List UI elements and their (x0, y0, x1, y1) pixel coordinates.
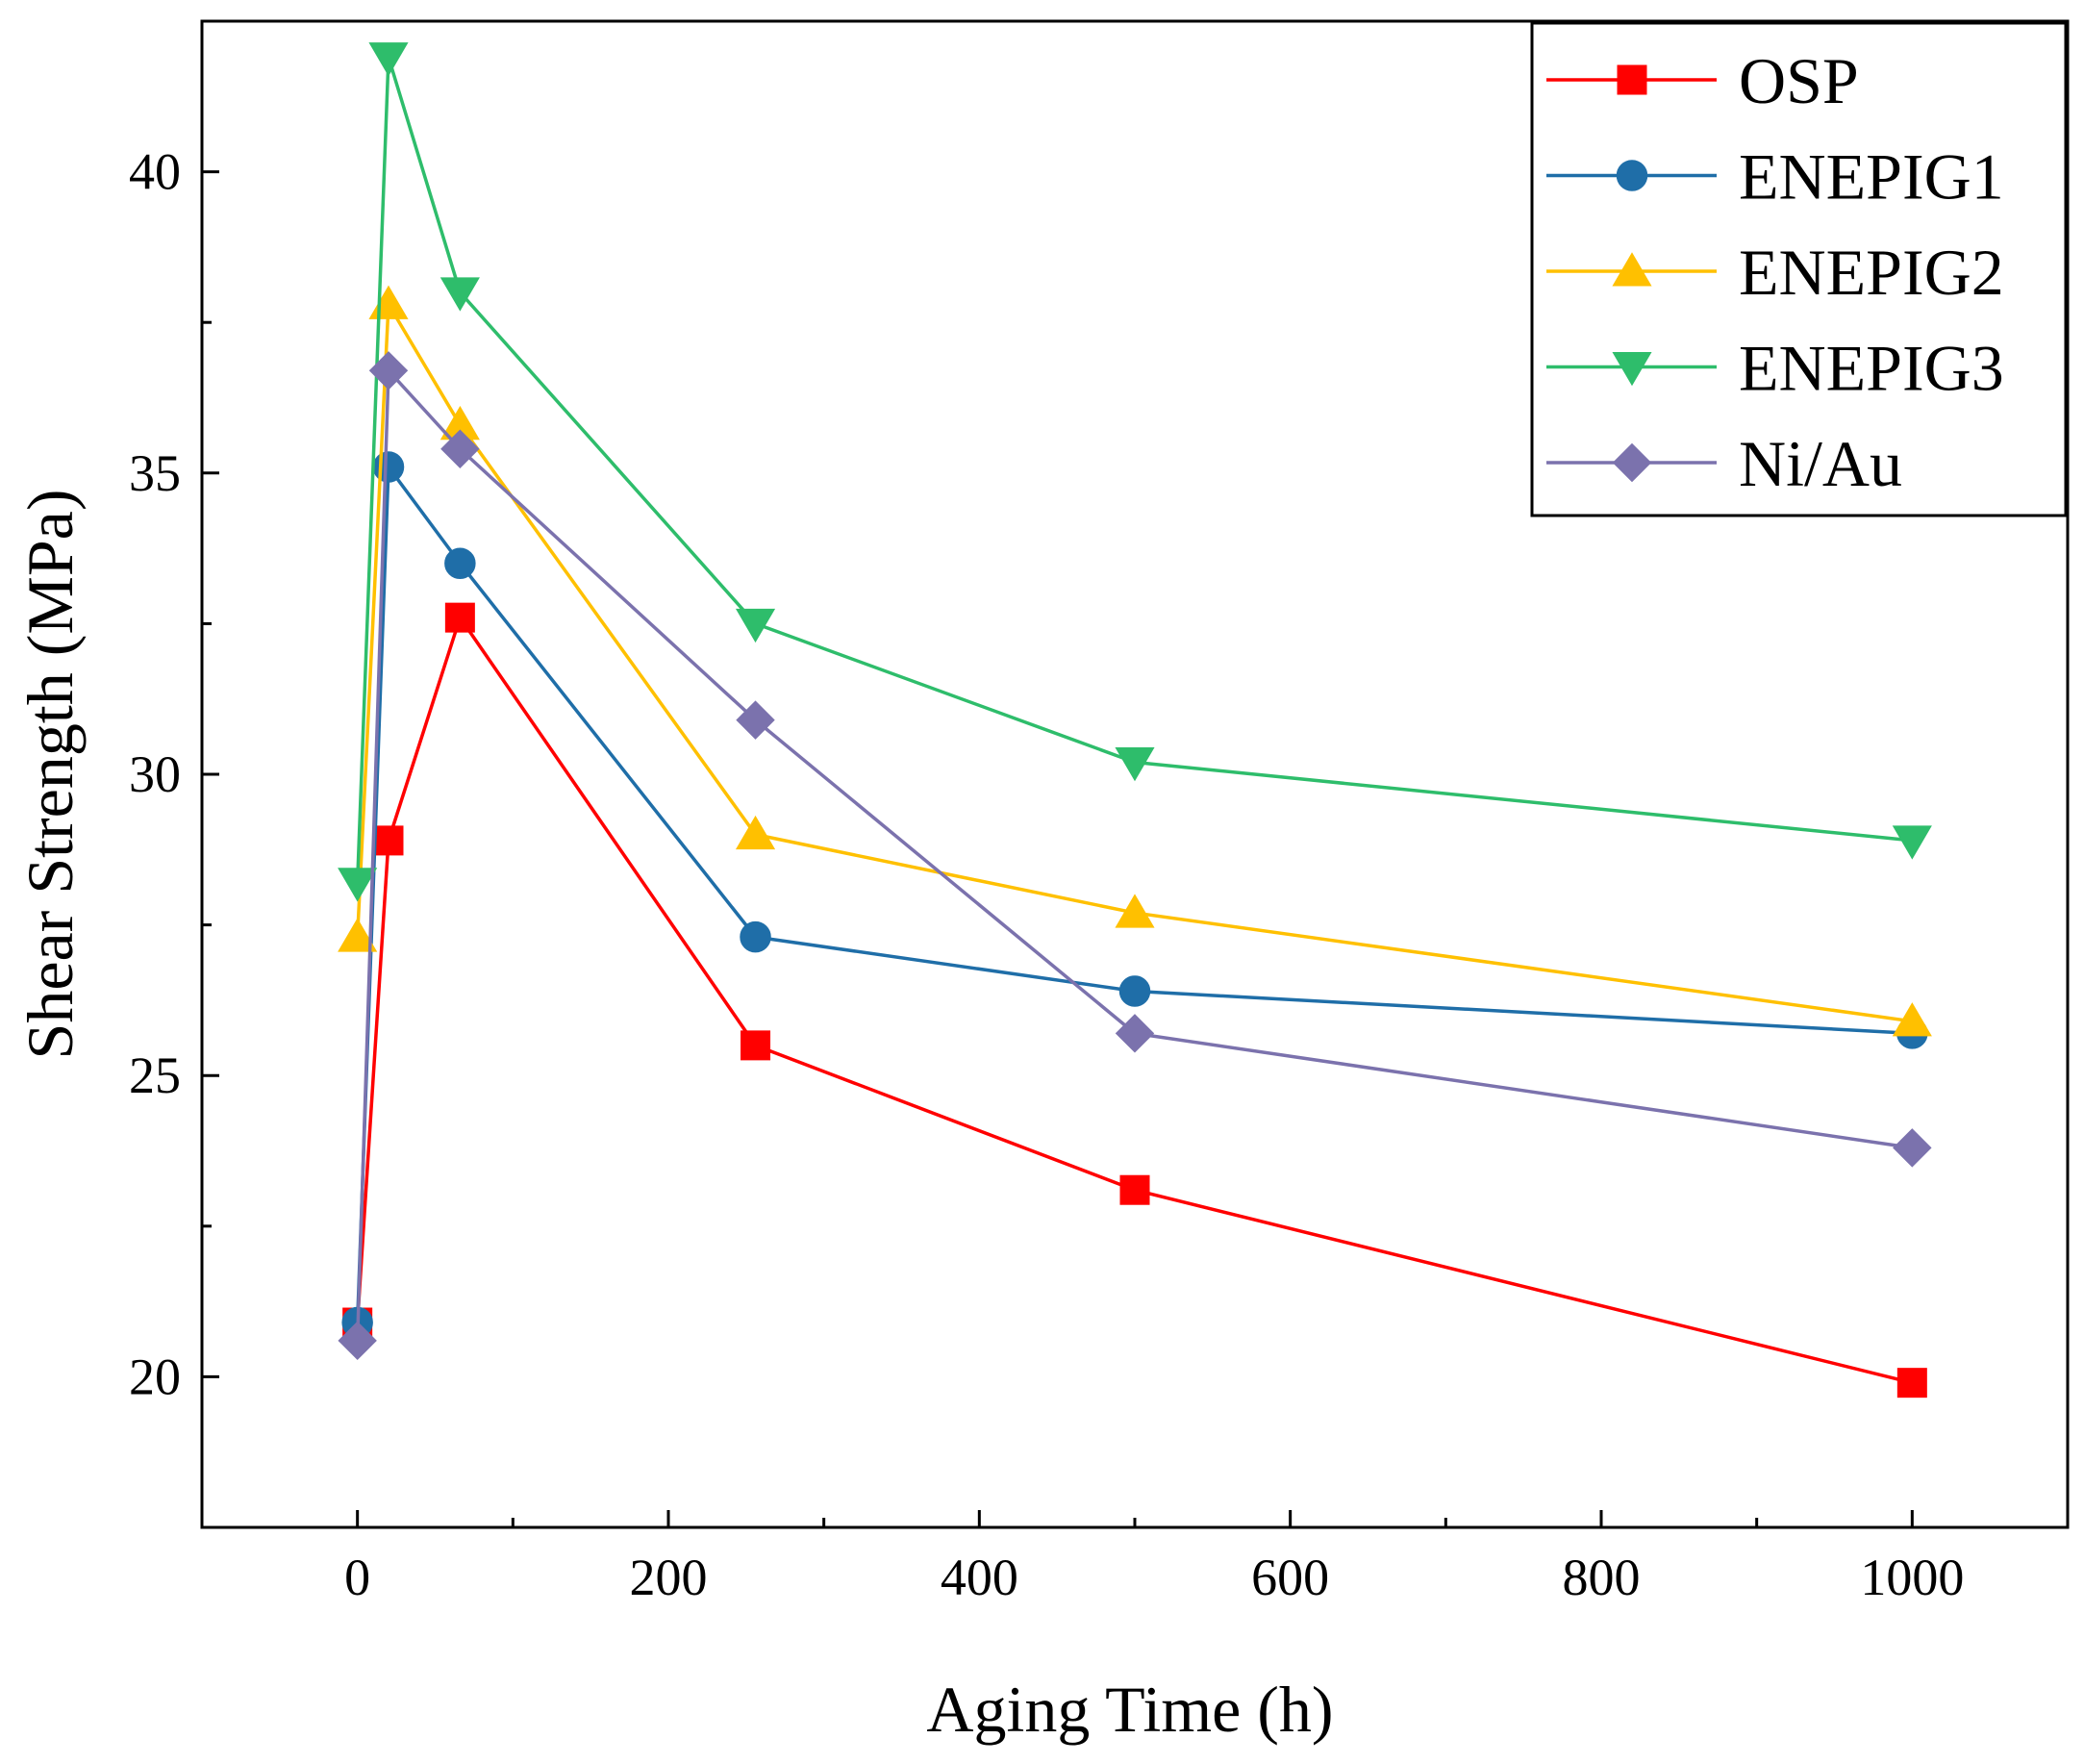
data-point-osp (1119, 1174, 1150, 1205)
legend-label: ENEPIG3 (1739, 332, 2004, 405)
data-point-osp (741, 1030, 771, 1061)
data-point-enepig3 (338, 868, 378, 902)
legend-swatch-marker (1616, 160, 1648, 191)
x-tick-label: 1000 (1860, 1549, 1964, 1606)
data-point-ni-au (736, 700, 775, 740)
data-point-enepig1 (1118, 975, 1151, 1007)
x-axis-title: Aging Time (h) (926, 1673, 1333, 1746)
legend-item-ni-au: Ni/Au (1546, 427, 1902, 500)
data-point-ni-au (368, 351, 409, 391)
data-point-enepig1 (444, 547, 476, 580)
data-point-ni-au (440, 429, 480, 468)
legend-swatch-marker (1612, 352, 1652, 387)
legend-box (1530, 21, 2068, 517)
data-point-enepig3 (368, 42, 409, 77)
data-point-ni-au (1115, 1014, 1155, 1053)
ticks-layer: 0 200 400 600 800 1000 20 25 30 35 40 (129, 143, 1964, 1606)
data-point-enepig1 (372, 451, 405, 483)
legend-item-enepig2: ENEPIG2 (1546, 236, 2004, 309)
series-line-enepig2 (355, 302, 1913, 1023)
y-tick-label: 20 (129, 1348, 181, 1405)
legend-swatch-marker (1617, 64, 1647, 95)
x-tick-label: 800 (1563, 1549, 1641, 1606)
legend-item-enepig3: ENEPIG3 (1546, 332, 2004, 405)
series-line-enepig3 (355, 55, 1913, 883)
series-line-enepig1 (355, 465, 1913, 1323)
x-tick-label: 400 (941, 1549, 1018, 1606)
y-tick-label: 35 (129, 444, 181, 502)
series-layer (338, 42, 1932, 1399)
series-line-osp (355, 616, 1913, 1385)
series-line-ni-au (355, 368, 1913, 1341)
data-point-enepig3 (1115, 746, 1155, 782)
data-point-enepig2 (1892, 1002, 1932, 1037)
data-point-enepig1 (740, 920, 771, 953)
legend-swatch-marker (1612, 252, 1652, 287)
x-tick-label: 600 (1251, 1549, 1329, 1606)
x-tick-label: 200 (630, 1549, 708, 1606)
data-point-osp (1896, 1368, 1927, 1399)
x-tick-label: 0 (344, 1549, 370, 1606)
y-tick-label: 40 (129, 143, 181, 201)
data-point-enepig2 (735, 815, 776, 850)
legend-item-osp: OSP (1546, 44, 1859, 117)
series-enepig3 (338, 42, 1932, 902)
legend: OSP ENEPIG1 ENEPIG2 ENEPIG3 Ni/Au (1530, 21, 2068, 517)
data-point-osp (444, 602, 475, 633)
data-point-enepig3 (439, 277, 480, 312)
data-point-enepig2 (1115, 894, 1155, 928)
data-point-ni-au (1893, 1128, 1932, 1168)
data-point-osp (373, 825, 404, 856)
legend-label: ENEPIG1 (1739, 140, 2004, 214)
legend-item-enepig1: ENEPIG1 (1546, 140, 2004, 214)
series-ni-au (338, 351, 1932, 1361)
legend-label: OSP (1739, 44, 1859, 117)
y-tick-label: 30 (129, 745, 181, 803)
legend-label: Ni/Au (1739, 427, 1902, 500)
data-point-enepig3 (1892, 825, 1932, 860)
data-point-enepig2 (338, 918, 378, 952)
data-point-enepig3 (735, 608, 776, 643)
data-point-ni-au (338, 1321, 377, 1361)
y-tick-label: 25 (129, 1046, 181, 1104)
legend-label: ENEPIG2 (1739, 236, 2004, 309)
legend-swatch-marker (1612, 442, 1652, 483)
data-point-enepig2 (368, 285, 409, 319)
y-axis-title: Shear Strength (MPa) (13, 489, 87, 1059)
